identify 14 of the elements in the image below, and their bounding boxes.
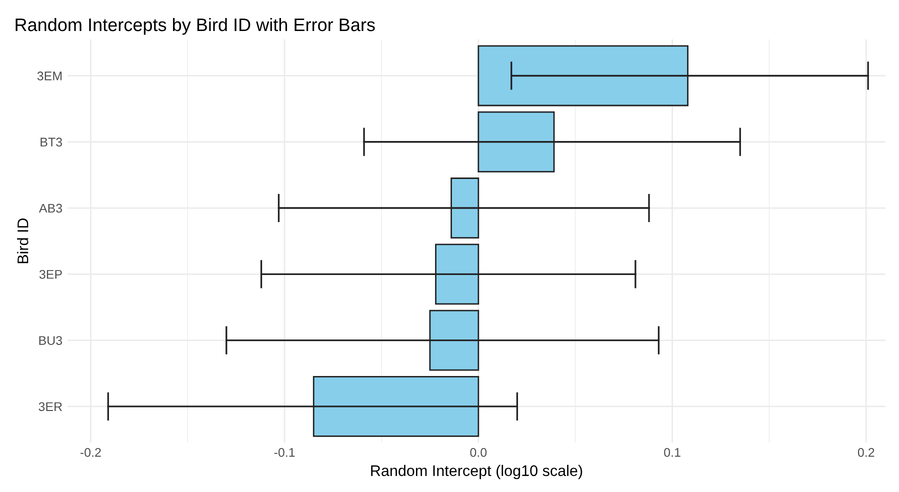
x-tick-label: 0.2 xyxy=(858,448,874,457)
y-axis-title: Bird ID xyxy=(17,218,28,264)
y-tick-label: 3ER xyxy=(38,402,62,412)
x-tick-label: -0.1 xyxy=(274,448,295,457)
y-tick-label: 3EM xyxy=(37,72,62,80)
y-tick-label: 3EP xyxy=(39,270,62,279)
chart-title: Random Intercepts by Bird ID with Error Bars xyxy=(16,18,375,35)
x-tick-label: -0.2 xyxy=(80,448,101,457)
x-tick-label: 0.0 xyxy=(470,448,487,457)
y-tick-label: BT3 xyxy=(40,138,62,147)
y-tick-label: BU3 xyxy=(39,336,62,345)
x-axis-title: Random Intercept (log10 scale) xyxy=(371,464,582,480)
y-tick-label: AB3 xyxy=(38,204,62,213)
x-tick-label: 0.1 xyxy=(664,448,680,457)
